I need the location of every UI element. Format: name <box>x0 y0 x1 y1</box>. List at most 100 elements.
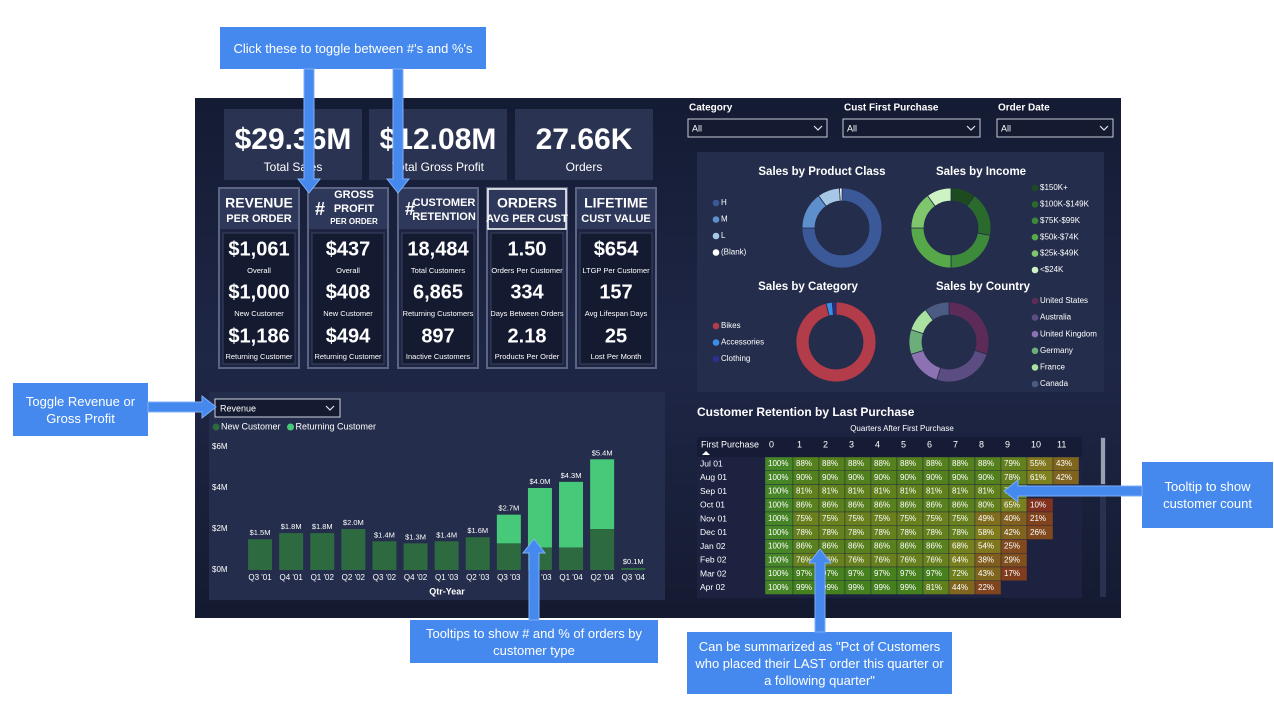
bar-segment[interactable] <box>403 543 428 570</box>
slicer-dropdown[interactable] <box>687 118 828 138</box>
sort-indicator <box>702 451 710 455</box>
cell-value: 54% <box>978 542 994 551</box>
metric-label: New Customer <box>234 309 284 318</box>
row-label: Sep 01 <box>700 486 727 496</box>
bar-segment[interactable] <box>279 533 304 570</box>
annotation: Tooltip to show customer count <box>1142 462 1273 528</box>
legend-marker <box>1031 364 1039 371</box>
bar-segment[interactable] <box>248 539 273 570</box>
metric-value: 2.18 <box>508 325 547 347</box>
cell-value: 100% <box>768 569 788 578</box>
legend-label: $150K+ <box>1040 183 1068 192</box>
bar-segment[interactable] <box>465 537 490 570</box>
matrix-cell[interactable] <box>1000 566 1028 581</box>
matrix-cell[interactable] <box>1026 525 1054 540</box>
donut-segment[interactable] <box>831 301 837 316</box>
row-label: Aug 01 <box>700 472 727 482</box>
x-tick-label: Q2 '03 <box>466 573 490 582</box>
column-header: 9 <box>1005 439 1010 449</box>
x-axis-title: Qtr-Year <box>429 586 465 596</box>
cell-value: 81% <box>874 487 890 496</box>
row-label: Apr 02 <box>700 582 725 592</box>
donut-title: Sales by Product Class <box>758 166 885 178</box>
total-label: $0.1M <box>623 557 644 566</box>
legend-marker <box>712 216 720 223</box>
bar-segment[interactable] <box>496 514 521 544</box>
legend-label: $25k-$49K <box>1040 249 1079 258</box>
matrix-subtitle: Quarters After First Purchase <box>850 424 954 433</box>
metric-card-header[interactable] <box>577 189 655 229</box>
cell-value: 81% <box>848 487 864 496</box>
donut-segment[interactable] <box>801 187 883 269</box>
metric-label: Returning Customer <box>225 352 293 361</box>
donut-segment[interactable] <box>839 187 843 202</box>
cell-value: 44% <box>952 583 968 592</box>
cell-value: 38% <box>978 555 994 564</box>
card-title: RETENTION <box>412 211 476 223</box>
chevron <box>813 125 823 131</box>
legend-label: L <box>721 231 726 240</box>
legend-label: $50k-$74K <box>1040 232 1079 241</box>
slicer-dropdown[interactable] <box>996 118 1114 138</box>
chevron <box>325 405 335 411</box>
cell-value: 86% <box>926 542 942 551</box>
bar-segment[interactable] <box>341 529 366 570</box>
donut-segment[interactable] <box>795 301 877 383</box>
y-tick-label: $2M <box>212 524 228 533</box>
metric-value: 25 <box>605 325 627 347</box>
kpi-value: 27.66K <box>536 123 633 156</box>
bar-segment[interactable] <box>310 533 335 570</box>
bar-segment[interactable] <box>527 547 552 570</box>
cell-value: 65% <box>1004 500 1020 509</box>
x-tick-label: Q3 '03 <box>497 573 521 582</box>
metric-card-header[interactable] <box>487 188 567 230</box>
legend-marker <box>1031 266 1039 274</box>
cell-value: 90% <box>978 473 994 482</box>
metric-card-header[interactable] <box>220 189 298 229</box>
donut-segment[interactable] <box>926 187 952 207</box>
slicer-dropdown[interactable] <box>842 118 981 138</box>
bar-segment[interactable] <box>559 547 584 570</box>
cell-value: 26% <box>1030 528 1046 537</box>
x-tick-label: Q1 '02 <box>311 573 335 582</box>
legend-marker <box>1031 297 1039 305</box>
legend-marker <box>1031 347 1039 355</box>
cell-value: 58% <box>978 528 994 537</box>
row-label: Jan 02 <box>700 541 726 551</box>
card-subtitle: PER ORDER <box>330 217 378 226</box>
column-header: 8 <box>979 439 984 449</box>
cell-value: 100% <box>768 528 788 537</box>
bar-segment[interactable] <box>372 541 397 570</box>
cell-value: 97% <box>926 569 942 578</box>
legend-label: (Blank) <box>721 248 747 257</box>
metric-card-header[interactable] <box>309 189 387 229</box>
column-header: 6 <box>927 439 932 449</box>
card-subtitle: AVG PER CUST <box>486 213 568 225</box>
cell-value: 81% <box>822 487 838 496</box>
matrix-cell[interactable] <box>974 580 1002 595</box>
column-header: 11 <box>1057 439 1066 449</box>
bar-segment[interactable] <box>496 543 521 570</box>
legend-marker <box>712 339 720 346</box>
metric-label: Orders Per Customer <box>491 266 563 275</box>
cell-value: 99% <box>822 583 838 592</box>
cell-value: 79% <box>1004 459 1020 468</box>
legend-marker <box>1031 184 1039 192</box>
bar-segment[interactable] <box>621 567 646 570</box>
column-header: 10 <box>1031 439 1041 449</box>
scrollbar-thumb[interactable] <box>1101 438 1105 484</box>
bar-segment[interactable] <box>434 541 459 570</box>
donut-segment[interactable] <box>924 301 950 321</box>
legend-marker <box>1031 330 1039 338</box>
bar-segment[interactable] <box>590 459 615 529</box>
bar-segment[interactable] <box>559 481 584 548</box>
x-tick-label: Q3 '02 <box>373 573 397 582</box>
row-label: Mar 02 <box>700 568 727 578</box>
bar-segment[interactable] <box>590 529 615 570</box>
slicer-label: Category <box>689 103 733 114</box>
cell-value: 100% <box>768 542 788 551</box>
bar-segment[interactable] <box>527 488 552 548</box>
donut-title: Sales by Country <box>936 281 1031 293</box>
card-subtitle: PER ORDER <box>226 213 291 225</box>
metric-card-header[interactable] <box>399 189 477 229</box>
